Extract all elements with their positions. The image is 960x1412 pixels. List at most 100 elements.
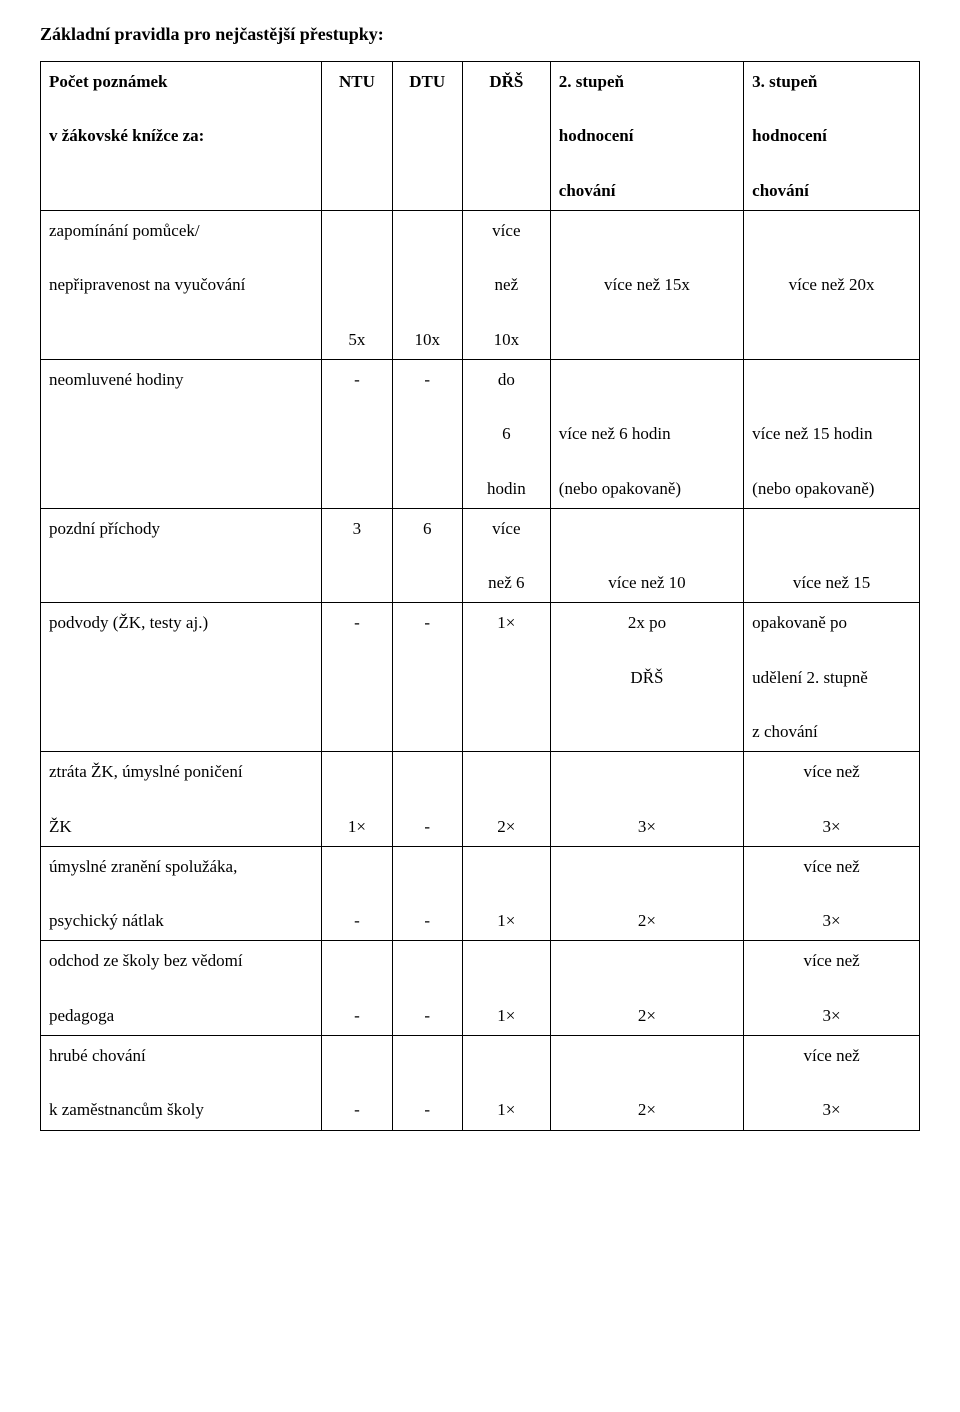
page-title: Základní pravidla pro nejčastější přestu… <box>40 24 920 45</box>
row3-drs-l2: než 6 <box>488 573 524 592</box>
row6-label-l1: úmyslné zranění spolužáka, <box>49 857 237 876</box>
row4-s3-l1: opakovaně po <box>752 613 847 632</box>
row2-label: neomluvené hodiny <box>41 359 322 508</box>
row5-s2-val: 3× <box>638 817 656 836</box>
header-s3-line2: hodnocení <box>752 126 827 145</box>
row3-label: pozdní příchody <box>41 508 322 603</box>
row7-dtu: - <box>392 941 462 1036</box>
header-s3-line3: chování <box>752 181 809 200</box>
header-s2-line3: chování <box>559 181 616 200</box>
row7-label-l1: odchod ze školy bez vědomí <box>49 951 243 970</box>
row7-s3-l2: 3× <box>823 1006 841 1025</box>
row1-s3-val: více než 20x <box>789 275 875 294</box>
row1-drs-l2: než <box>495 275 519 294</box>
row1-label-line2: nepřipravenost na vyučování <box>49 275 245 294</box>
header-label-line2: v žákovské knížce za: <box>49 126 204 145</box>
row4-s2-l2: DŘŠ <box>630 668 663 687</box>
row8-s3-l2: 3× <box>823 1100 841 1119</box>
row2-s3: více než 15 hodin (nebo opakovaně) <box>744 359 920 508</box>
row8-drs: 1× <box>462 1036 550 1131</box>
row7-s3-l1: více než <box>804 951 860 970</box>
row2-s2-l1: více než 6 hodin <box>559 424 671 443</box>
table-row: pozdní příchody 3 6 více než 6 více než … <box>41 508 920 603</box>
row6-s3-l1: více než <box>804 857 860 876</box>
row5-label: ztráta ŽK, úmyslné poničení ŽK <box>41 752 322 847</box>
row7-s2: 2× <box>550 941 743 1036</box>
row2-s2: více než 6 hodin (nebo opakovaně) <box>550 359 743 508</box>
row5-s2: 3× <box>550 752 743 847</box>
header-s2-line1: 2. stupeň <box>559 72 624 91</box>
row5-ntu-val: 1× <box>348 817 366 836</box>
row8-s3: více než 3× <box>744 1036 920 1131</box>
row1-label-line1: zapomínání pomůcek/ <box>49 221 200 240</box>
row2-s3-l1: více než 15 hodin <box>752 424 872 443</box>
row8-label-l1: hrubé chování <box>49 1046 146 1065</box>
table-row: ztráta ŽK, úmyslné poničení ŽK 1× - 2× 3… <box>41 752 920 847</box>
header-s2-line2: hodnocení <box>559 126 634 145</box>
row7-s3: více než 3× <box>744 941 920 1036</box>
row1-drs: více než 10x <box>462 210 550 359</box>
row1-s2: více než 15x <box>550 210 743 359</box>
table-row: podvody (ŽK, testy aj.) - - 1× 2x po DŘŠ… <box>41 603 920 752</box>
row4-label: podvody (ŽK, testy aj.) <box>41 603 322 752</box>
row8-s2: 2× <box>550 1036 743 1131</box>
header-drs: DŘŠ <box>462 62 550 211</box>
row5-s3-l1: více než <box>804 762 860 781</box>
row8-label: hrubé chování k zaměstnancům školy <box>41 1036 322 1131</box>
table-row: neomluvené hodiny - - do 6 hodin více ne… <box>41 359 920 508</box>
row3-ntu: 3 <box>322 508 392 603</box>
header-label-line1: Počet poznámek <box>49 72 168 91</box>
row1-drs-l1: více <box>492 221 520 240</box>
row6-drs-val: 1× <box>497 911 515 930</box>
row4-s3: opakovaně po udělení 2. stupně z chování <box>744 603 920 752</box>
row2-drs-l3: hodin <box>487 479 526 498</box>
row2-drs-l2: 6 <box>502 424 511 443</box>
row3-s3: více než 15 <box>744 508 920 603</box>
row8-ntu: - <box>322 1036 392 1131</box>
table-row: odchod ze školy bez vědomí pedagoga - - … <box>41 941 920 1036</box>
row6-s3-l2: 3× <box>823 911 841 930</box>
table-row: zapomínání pomůcek/ nepřipravenost na vy… <box>41 210 920 359</box>
row6-dtu-val: - <box>424 911 430 930</box>
header-label: Počet poznámek v žákovské knížce za: <box>41 62 322 211</box>
row3-drs: více než 6 <box>462 508 550 603</box>
row2-ntu: - <box>322 359 392 508</box>
row4-s3-l2: udělení 2. stupně <box>752 668 868 687</box>
table-row: úmyslné zranění spolužáka, psychický nát… <box>41 846 920 941</box>
row1-drs-l3: 10x <box>494 330 520 349</box>
row5-drs: 2× <box>462 752 550 847</box>
rules-table: Počet poznámek v žákovské knížce za: NTU… <box>40 61 920 1131</box>
row5-label-l1: ztráta ŽK, úmyslné poničení <box>49 762 243 781</box>
row1-dtu: 10x <box>392 210 462 359</box>
row2-s2-l2: (nebo opakovaně) <box>559 479 681 498</box>
row6-ntu: - <box>322 846 392 941</box>
row2-drs-l1: do <box>498 370 515 389</box>
header-s3: 3. stupeň hodnocení chování <box>744 62 920 211</box>
row2-s3-l2: (nebo opakovaně) <box>752 479 874 498</box>
row6-ntu-val: - <box>354 911 360 930</box>
row4-dtu: - <box>392 603 462 752</box>
row3-s3-val: více než 15 <box>793 573 870 592</box>
header-ntu: NTU <box>322 62 392 211</box>
row6-s2-val: 2× <box>638 911 656 930</box>
row1-s2-val: více než 15x <box>604 275 690 294</box>
row2-drs: do 6 hodin <box>462 359 550 508</box>
row3-s2: více než 10 <box>550 508 743 603</box>
row8-dtu-val: - <box>424 1100 430 1119</box>
row4-s2-l1: 2x po <box>628 613 666 632</box>
header-s2: 2. stupeň hodnocení chování <box>550 62 743 211</box>
row3-drs-l1: více <box>492 519 520 538</box>
row5-dtu: - <box>392 752 462 847</box>
row8-s3-l1: více než <box>804 1046 860 1065</box>
row8-label-l2: k zaměstnancům školy <box>49 1100 204 1119</box>
row6-s2: 2× <box>550 846 743 941</box>
row7-ntu-val: - <box>354 1006 360 1025</box>
row5-s3-l2: 3× <box>823 817 841 836</box>
row5-label-l2: ŽK <box>49 817 72 836</box>
row8-ntu-val: - <box>354 1100 360 1119</box>
row3-dtu: 6 <box>392 508 462 603</box>
row1-ntu: 5x <box>322 210 392 359</box>
row6-label: úmyslné zranění spolužáka, psychický nát… <box>41 846 322 941</box>
row5-s3: více než 3× <box>744 752 920 847</box>
row7-dtu-val: - <box>424 1006 430 1025</box>
